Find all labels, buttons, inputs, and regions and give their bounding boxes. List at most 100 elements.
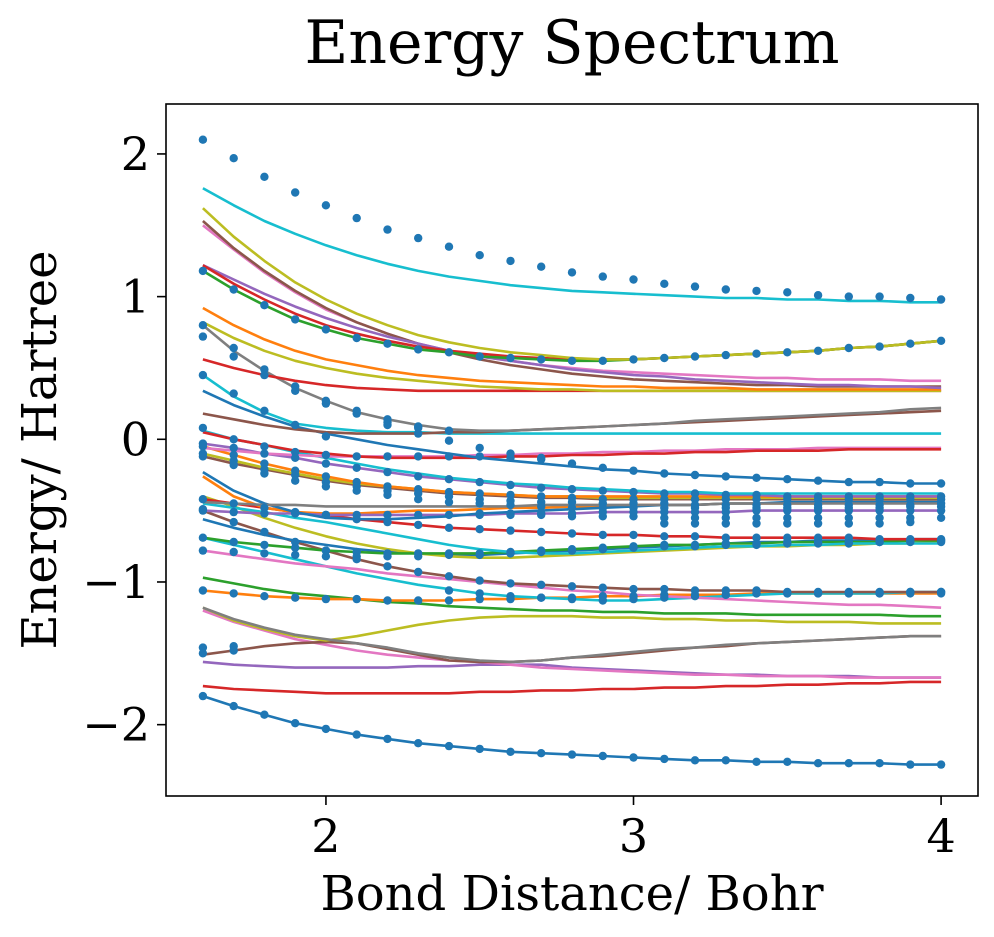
scatter-point (260, 509, 269, 518)
scatter-point (875, 519, 884, 528)
scatter-point (198, 586, 208, 595)
scatter-point (721, 540, 730, 550)
scatter-point (875, 589, 884, 598)
scatter-point (321, 399, 331, 408)
scatter-point (537, 580, 546, 589)
y-axis-ticks: −2 −1 0 1 2 (82, 127, 166, 752)
scatter-point (629, 753, 638, 762)
scatter-point (721, 507, 730, 517)
scatter-point (537, 547, 546, 557)
scatter-point (383, 225, 392, 234)
scatter-point (291, 315, 300, 324)
scatter-point (690, 542, 700, 551)
scatter-point (291, 188, 300, 197)
scatter-point (844, 519, 853, 528)
scatter-point (414, 345, 423, 354)
scatter-point (875, 759, 884, 768)
scatter-point (291, 509, 300, 518)
scatter-point (229, 154, 238, 163)
scatter-point (721, 756, 730, 765)
scatter-point (506, 509, 515, 518)
scatter-point (444, 452, 454, 461)
scatter-point (506, 549, 515, 558)
scatter-point (321, 482, 331, 491)
scatter-point (506, 449, 515, 458)
scatter-point (444, 348, 454, 357)
scatter-point (291, 420, 300, 430)
scatter-point (906, 339, 915, 348)
line-series-29 (202, 389, 942, 485)
scatter-point (598, 463, 607, 472)
scatter-point (783, 288, 792, 297)
scatter-series-2 (198, 266, 946, 365)
scatter-point (813, 519, 823, 528)
scatter-point (690, 352, 700, 361)
scatter-point (352, 333, 361, 343)
scatter-point (752, 286, 761, 296)
scatter-point (198, 442, 208, 451)
scatter-point (721, 533, 730, 542)
scatter-point (813, 589, 823, 598)
scatter-point (198, 135, 208, 144)
scatter-point (198, 321, 208, 330)
scatter-point (291, 719, 300, 728)
scatter-point (690, 470, 700, 480)
scatter-point (906, 293, 915, 303)
scatter-point (629, 530, 638, 540)
scatter-point (906, 506, 915, 515)
scatter-point (291, 537, 300, 547)
scatter-point (198, 691, 208, 701)
scatter-point (660, 519, 669, 528)
scatter-point (260, 549, 269, 558)
x-tick-label: 3 (619, 809, 648, 863)
scatter-point (229, 499, 238, 508)
scatter-point (875, 537, 884, 547)
scatter-point (721, 590, 730, 599)
scatter-series-20 (198, 691, 946, 769)
scatter-point (260, 442, 269, 451)
scatter-point (291, 476, 300, 485)
scatter-point (352, 730, 361, 739)
scatter-point (444, 572, 454, 581)
scatter-point (506, 500, 515, 510)
line-series-32 (202, 324, 942, 432)
scatter-point (414, 452, 423, 461)
scatter-point (752, 589, 761, 598)
scatter-point (567, 593, 577, 602)
scatter-point (537, 502, 546, 511)
scatter-point (260, 370, 269, 380)
scatter-point (660, 590, 669, 599)
scatter-point (352, 409, 361, 418)
scatter-point (383, 467, 392, 477)
scatter-point (321, 325, 331, 334)
scatter-point (660, 532, 669, 541)
scatter-point (813, 476, 823, 485)
scatter-point (506, 579, 515, 588)
scatter-point (414, 429, 423, 438)
scatter-point (783, 348, 792, 357)
y-tick-label: 2 (121, 127, 150, 181)
scatter-point (475, 576, 484, 585)
scatter-point (229, 460, 238, 470)
scatter-point (444, 497, 454, 507)
scatter-point (414, 495, 423, 504)
scatter-point (475, 352, 484, 361)
scatter-point (598, 530, 607, 540)
y-tick-label: 1 (121, 270, 150, 324)
scatter-point (660, 353, 669, 363)
scatter-point (783, 757, 792, 766)
scatter-point (506, 353, 515, 363)
line-series-41 (202, 207, 942, 361)
scatter-point (936, 513, 946, 522)
x-axis-ticks: 2 3 4 (311, 796, 956, 863)
y-tick-label: −2 (82, 698, 150, 752)
scatter-point (475, 452, 484, 461)
scatter-point (383, 552, 392, 561)
scatter-series-4 (198, 370, 546, 462)
scatter-point (598, 751, 607, 761)
scatter-point (567, 459, 577, 468)
scatter-point (414, 510, 423, 520)
scatter-point (752, 519, 761, 528)
scatter-point (752, 506, 761, 515)
